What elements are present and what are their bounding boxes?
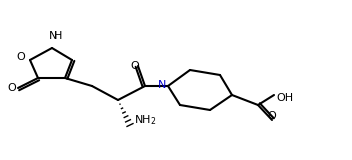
Text: O: O <box>268 111 276 121</box>
Text: OH: OH <box>276 93 293 103</box>
Text: O: O <box>131 61 139 71</box>
Text: O: O <box>7 83 16 93</box>
Text: N: N <box>49 31 57 41</box>
Text: O: O <box>16 52 25 62</box>
Text: H: H <box>54 31 62 41</box>
Text: NH$_2$: NH$_2$ <box>134 113 157 127</box>
Text: N: N <box>158 80 166 90</box>
